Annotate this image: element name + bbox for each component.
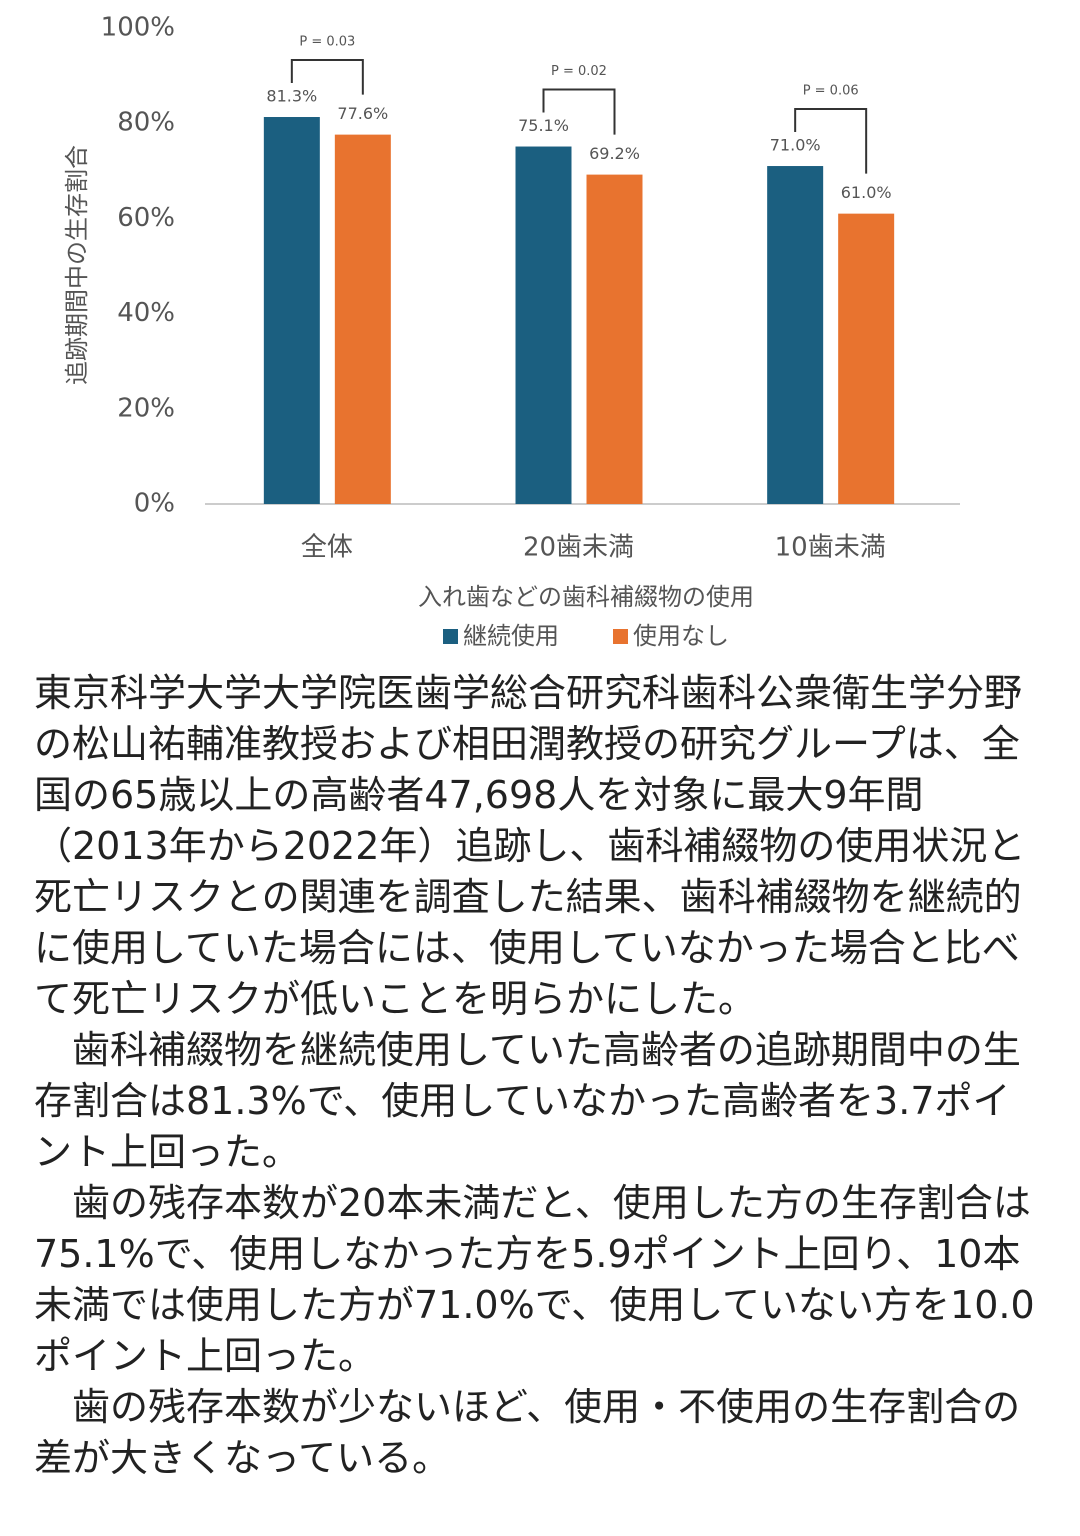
- p-value: P = 0.02: [551, 64, 607, 79]
- x-tick-label: 全体: [301, 533, 353, 563]
- bracket: [290, 59, 364, 95]
- x-axis-title: 入れ歯などの歯科補綴物の使用: [418, 583, 754, 611]
- y-tick-label: 100%: [101, 13, 175, 43]
- p-value: P = 0.06: [803, 84, 859, 99]
- paragraph: 東京科学大学大学院医歯学総合研究科歯科公衆衛生学分野の松山祐輔准教授および相田潤…: [34, 671, 1026, 1021]
- value-label: 77.6%: [337, 104, 388, 123]
- p-value: P = 0.03: [299, 35, 355, 50]
- bracket: [794, 108, 868, 174]
- paragraph: 歯の残存本数が20本未満だと、使用した方の生存割合は75.1%で、使用しなかった…: [34, 1181, 1035, 1378]
- bar: [767, 166, 824, 505]
- y-axis-title: 追跡期間中の生存割合: [63, 145, 91, 385]
- y-tick-label: 40%: [117, 298, 175, 328]
- bar: [263, 117, 320, 505]
- paragraph: 歯科補綴物を継続使用していた高齢者の追跡期間中の生存割合は81.3%で、使用して…: [34, 1028, 1021, 1174]
- bar: [586, 174, 643, 504]
- value-label: 81.3%: [266, 87, 317, 106]
- bar: [515, 146, 572, 505]
- paragraph: 歯の残存本数が少ないほど、使用・不使用の生存割合の差が大きくなっている。: [34, 1385, 1021, 1480]
- y-tick-label: 60%: [117, 203, 175, 233]
- x-tick-label: 20歯未満: [523, 533, 634, 563]
- y-tick-label: 0%: [134, 489, 175, 519]
- legend-swatch: [443, 629, 458, 644]
- y-tick-label: 20%: [117, 393, 175, 423]
- value-label: 71.0%: [770, 136, 821, 155]
- value-label: 75.1%: [518, 116, 569, 135]
- article: 東京科学大学大学院医歯学総合研究科歯科公衆衛生学分野の松山祐輔准教授および相田潤…: [34, 668, 1046, 1484]
- legend-label: 使用なし: [633, 622, 729, 650]
- legend-swatch: [613, 629, 628, 644]
- y-tick-label: 80%: [117, 108, 175, 138]
- bracket: [542, 88, 616, 135]
- bar: [334, 134, 391, 504]
- x-tick-label: 10歯未満: [775, 533, 886, 563]
- value-label: 61.0%: [841, 183, 892, 202]
- chart: 追跡期間中の生存割合 入れ歯などの歯科補綴物の使用 0% 20% 40% 60% 80%…: [63, 13, 960, 650]
- legend-label: 継続使用: [463, 622, 559, 650]
- bar: [838, 213, 895, 504]
- value-label: 69.2%: [589, 144, 640, 163]
